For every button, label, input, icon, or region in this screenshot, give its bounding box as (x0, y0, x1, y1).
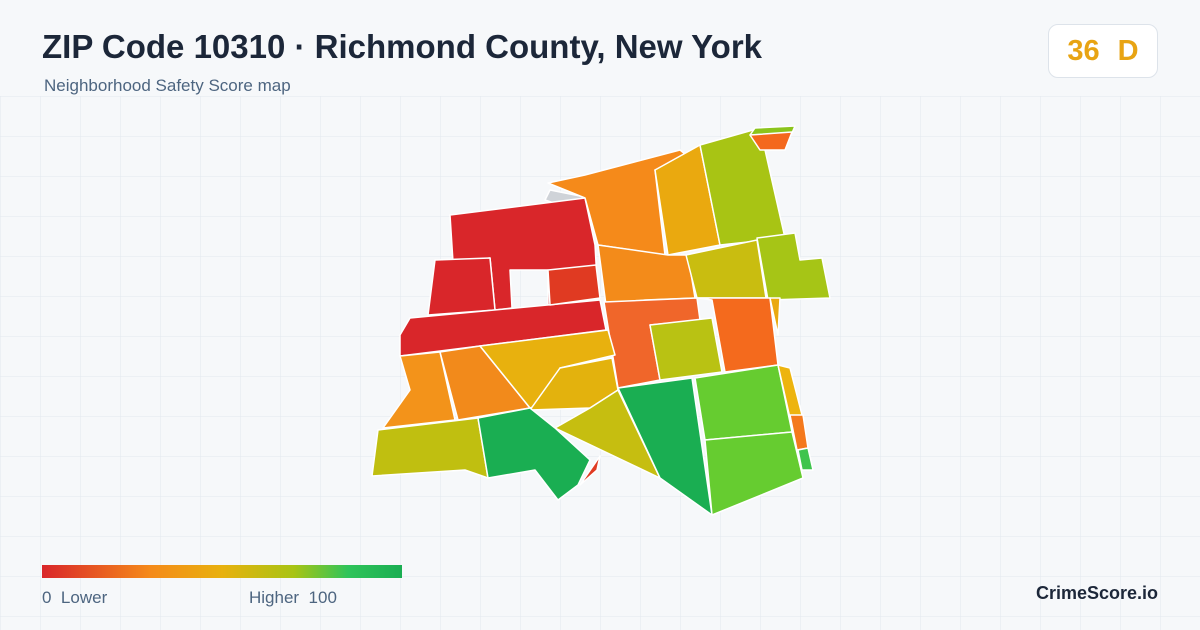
legend-min: 0 (42, 588, 52, 607)
grade: D (1117, 34, 1139, 67)
legend-low: 0 Lower (42, 588, 107, 608)
brand: CrimeScore.io (1035, 583, 1158, 603)
legend-max: 100 (308, 588, 337, 607)
legend-gradient (42, 565, 402, 578)
score-badge: 36 D (1048, 24, 1158, 78)
legend-min-label: Lower (60, 588, 108, 607)
title: ZIP Code 10310 · Richmond County, New Yo… (42, 28, 763, 65)
subtitle: Neighborhood Safety Score map (44, 76, 291, 95)
score: 36 (1067, 34, 1100, 67)
legend-max-label: Higher (249, 588, 300, 607)
legend-high: Higher 100 (249, 588, 337, 608)
zip-areas (371, 125, 831, 516)
